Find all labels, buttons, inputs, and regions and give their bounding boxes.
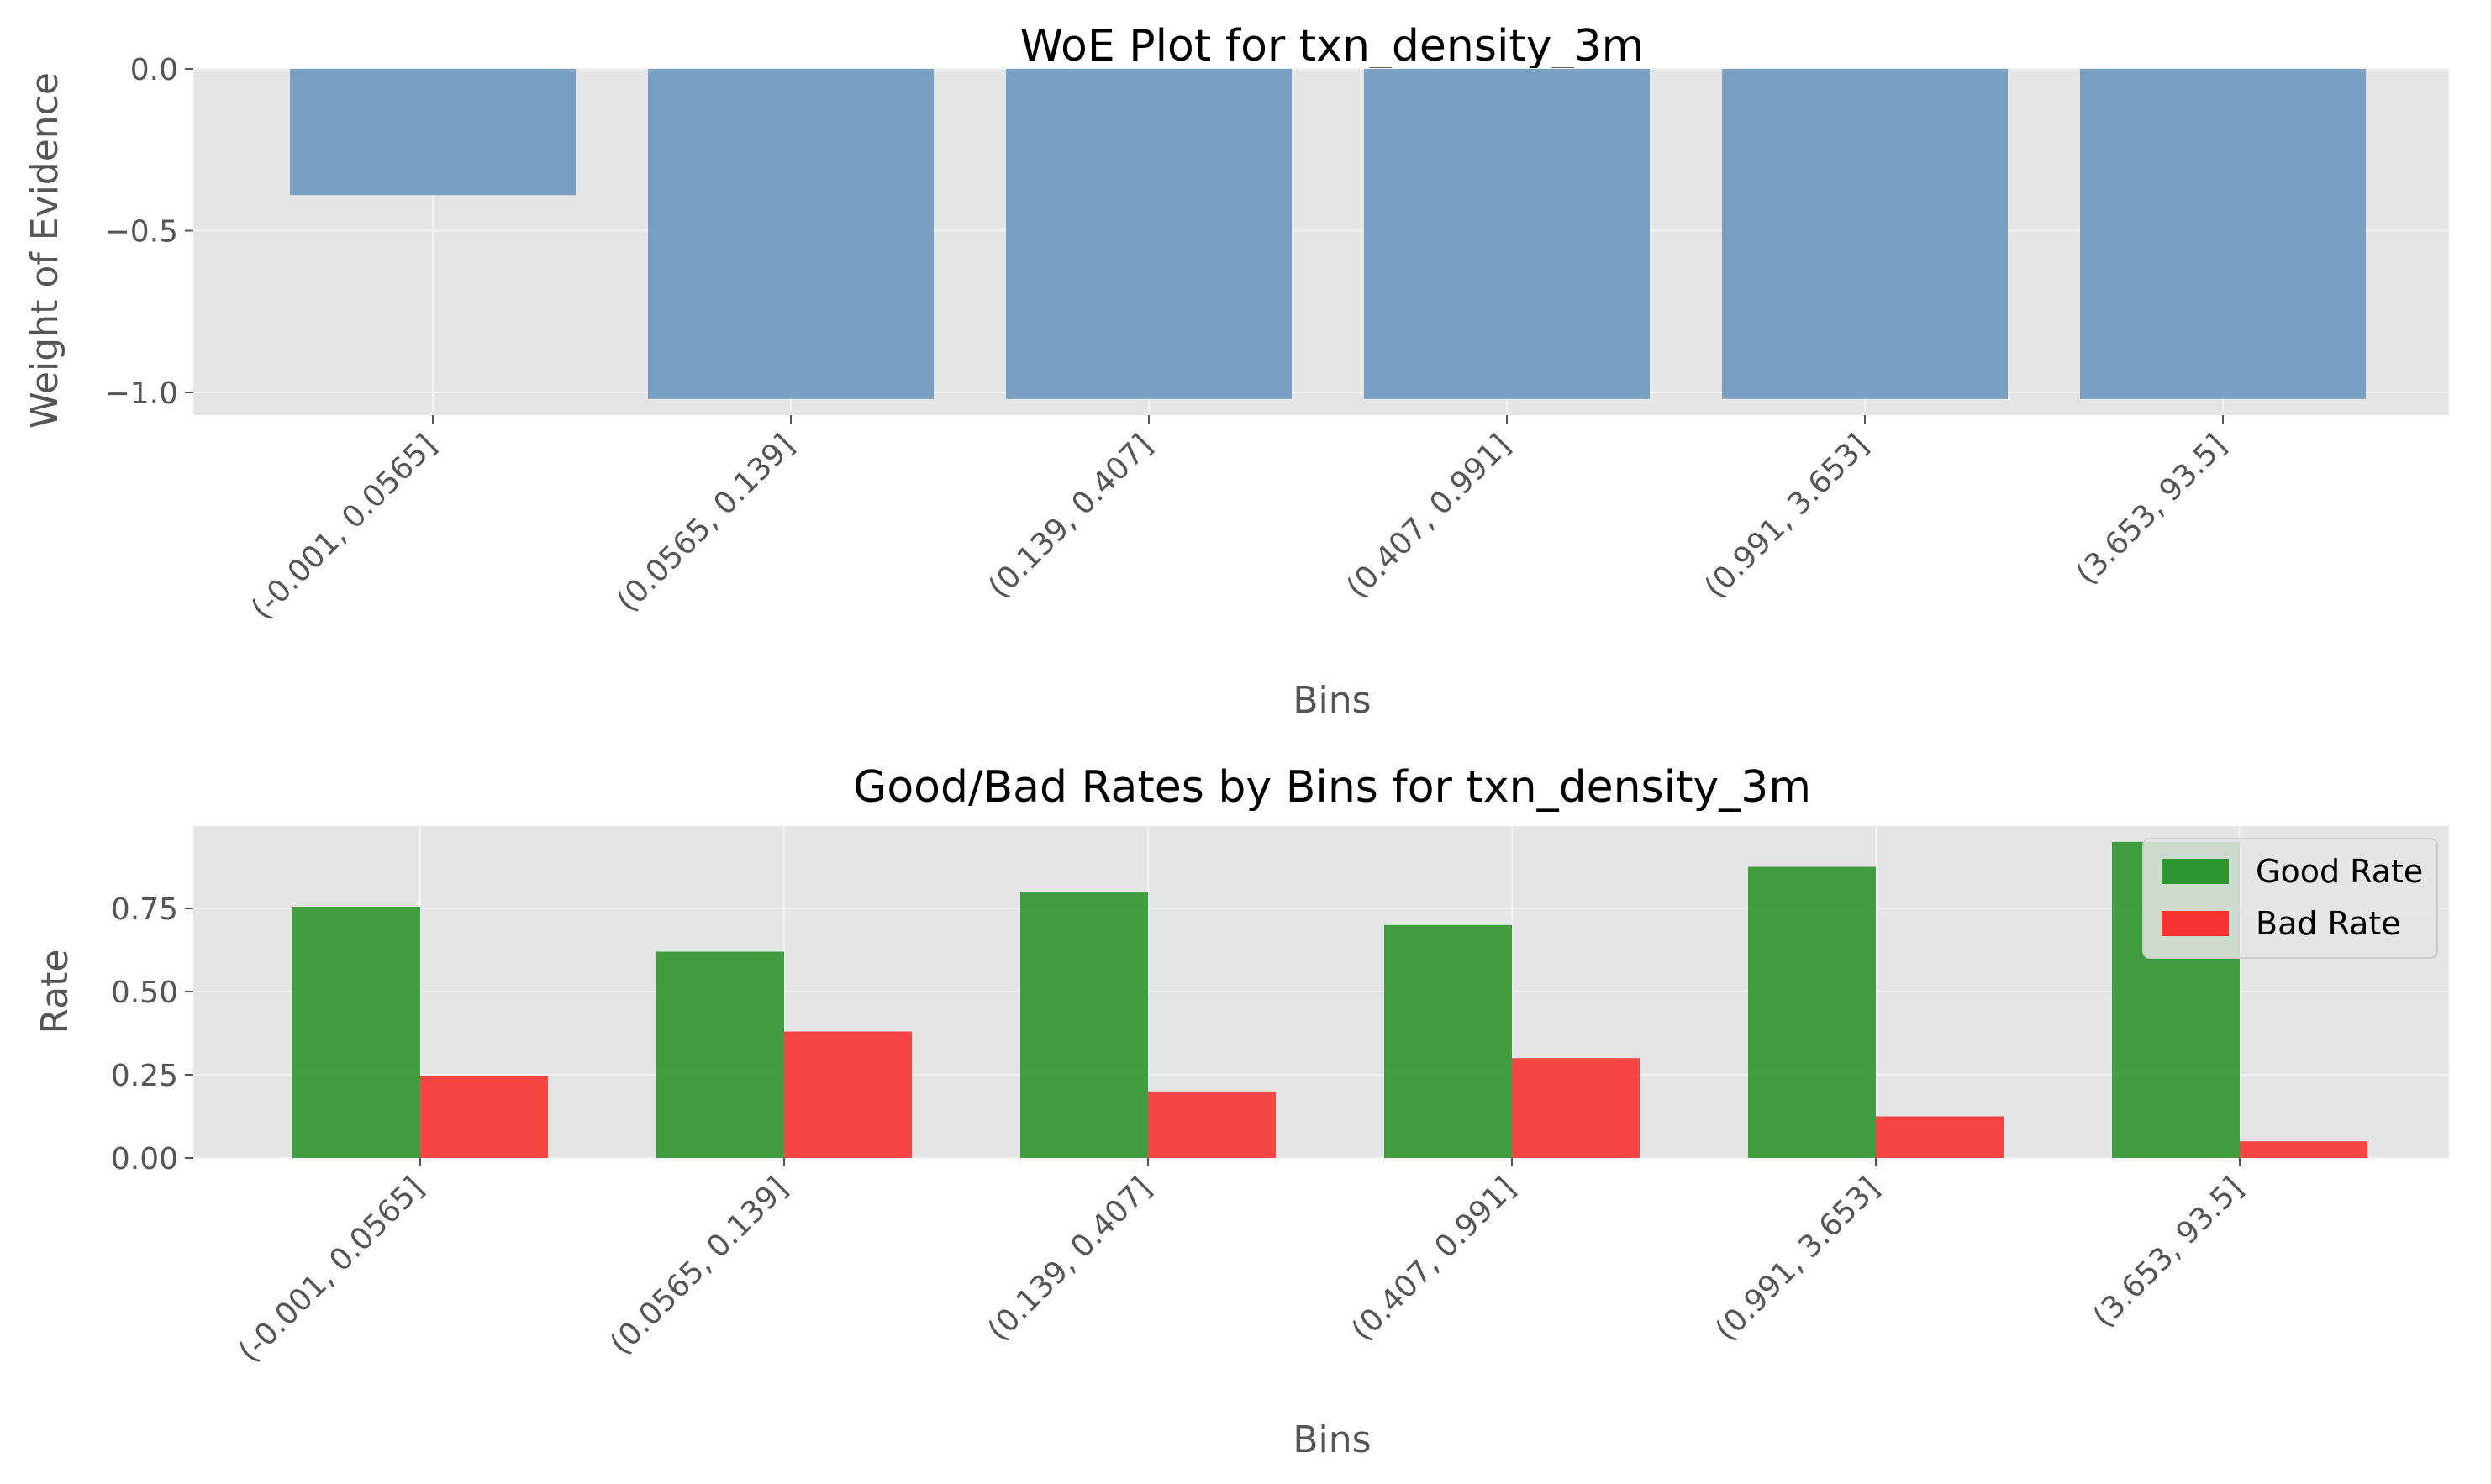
bad-rate-bar [420,1076,548,1158]
legend-label-good-rate: Good Rate [2256,853,2423,890]
rates-x-axis: (-0.001, 0.0565] (0.0565, 0.139] (0.139, 0… [232,1158,2250,1370]
rates-y-axis-label: Rate [34,950,76,1034]
legend: Good Rate Bad Rate [2142,838,2438,959]
bad-rate-bar [1876,1116,2004,1158]
legend-swatch-bad-rate [2162,911,2229,936]
woe-x-tick-label: (0.139, 0.407] [982,428,1160,605]
bad-rate-bar [784,1031,912,1158]
woe-bar [1364,69,1650,399]
legend-label-bad-rate: Bad Rate [2256,905,2401,942]
legend-swatch-good-rate [2162,859,2229,884]
bad-rate-bar [1512,1058,1640,1158]
rates-y-tick-label: 0.00 [111,1142,178,1176]
woe-x-tick-label: (0.991, 3.653] [1698,428,1876,605]
rates-chart-title: Good/Bad Rates by Bins for txn_density_3… [853,762,1811,813]
woe-x-axis-label: Bins [1293,679,1371,722]
rates-x-tick-label: (0.0565, 0.139] [603,1171,794,1361]
rates-x-axis-label: Bins [1293,1418,1371,1461]
bad-rate-bar [2240,1141,2367,1158]
rates-y-tick-label: 0.25 [111,1059,178,1093]
woe-chart-title: WoE Plot for txn_density_3m [1020,21,1645,71]
woe-bar [1006,69,1292,399]
rates-x-tick-label: (0.991, 3.653] [1709,1171,1887,1348]
woe-x-tick-label: (0.407, 0.991] [1340,428,1518,605]
bad-rate-bar [1148,1091,1276,1158]
good-rate-bar [292,907,420,1158]
rates-x-tick-label: (-0.001, 0.0565] [232,1171,430,1369]
woe-bar [290,69,576,196]
woe-bar [648,69,934,399]
rates-y-tick-label: 0.75 [111,892,178,927]
rates-x-tick-label: (0.139, 0.407] [982,1171,1159,1348]
good-rate-bar [1748,866,1876,1158]
woe-bars [290,69,2366,399]
rates-x-tick-label: (3.653, 93.5] [2087,1171,2251,1334]
rates-y-axis: 0.00 0.25 0.50 0.75 [111,892,193,1176]
rates-y-tick-label: 0.50 [111,976,178,1010]
woe-x-tick-label: (3.653, 93.5] [2070,428,2234,592]
woe-y-tick-label: −1.0 [105,376,178,411]
woe-bar [1722,69,2008,399]
woe-x-axis: (-0.001, 0.0565] (0.0565, 0.139] (0.139, 0… [245,415,2233,627]
woe-y-axis: 0.0 −0.5 −1.0 [105,53,193,411]
woe-y-tick-label: −0.5 [105,215,178,250]
woe-y-axis-label: Weight of Evidence [24,72,66,429]
woe-y-tick-label: 0.0 [130,53,178,87]
woe-chart: WoE Plot for txn_density_3m 0.0−0.5−1.0 … [24,21,2449,722]
woe-x-tick-label: (-0.001, 0.0565] [245,428,443,626]
good-rate-bar [1020,892,1148,1158]
woe-bar [2080,69,2366,399]
woe-x-tick-label: (0.0565, 0.139] [610,428,801,618]
good-rate-bar [656,951,784,1158]
good-rate-bar [1384,924,1512,1158]
rates-chart: Good/Bad Rates by Bins for txn_density_3… [34,762,2449,1461]
rates-x-tick-label: (0.407, 0.991] [1346,1171,1523,1348]
